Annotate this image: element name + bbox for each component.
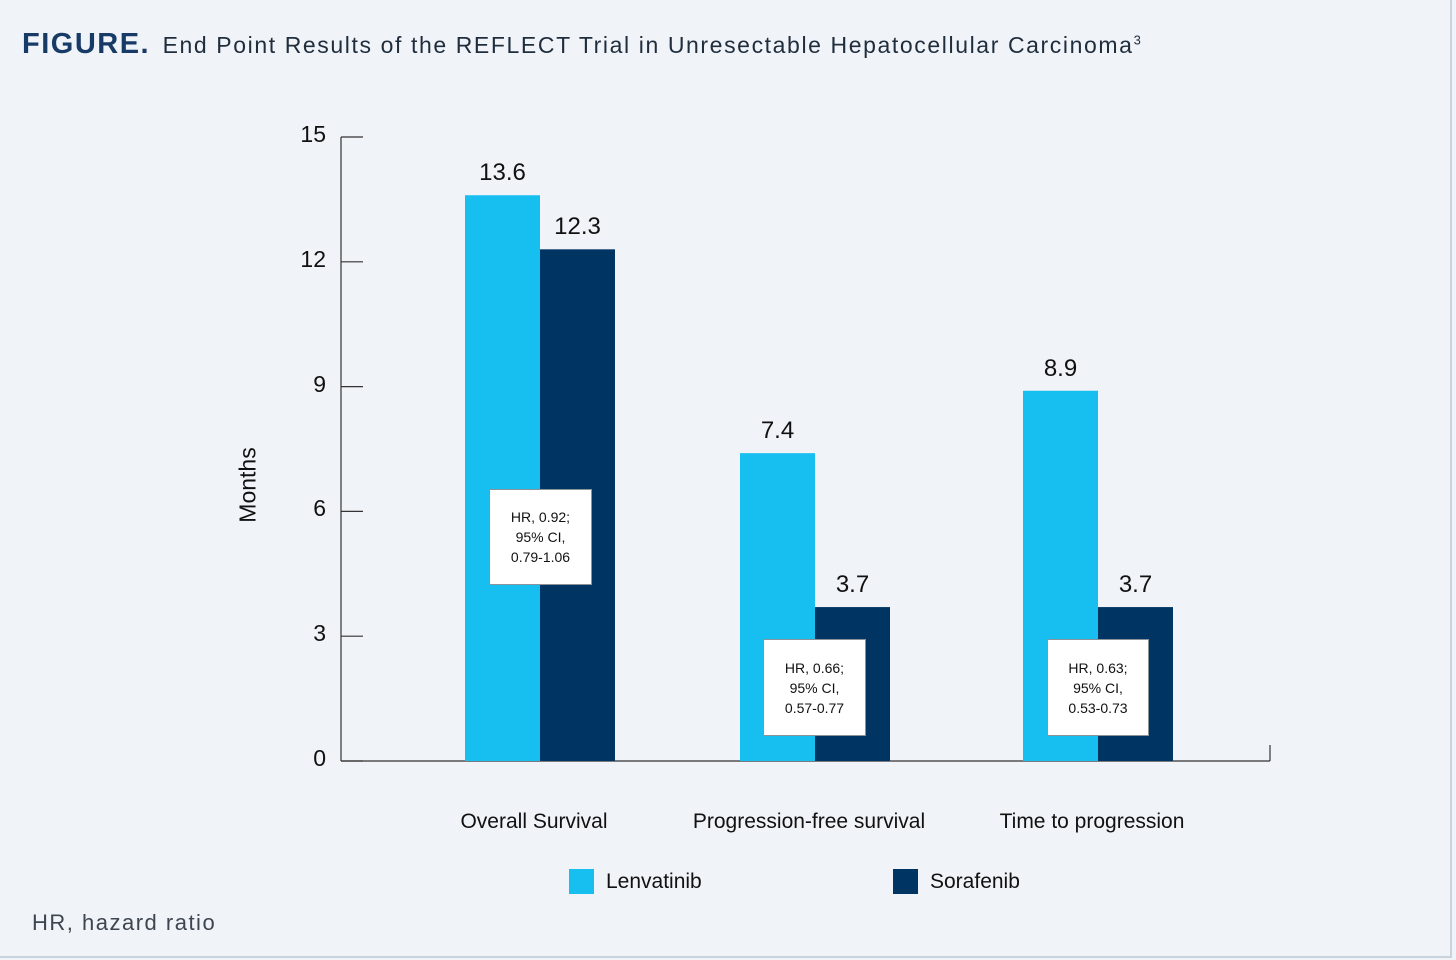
y-tick-label: 12	[300, 245, 326, 272]
bar-value-label: 3.7	[835, 571, 870, 599]
legend-item-lenvatinib: Lenvatinib	[569, 869, 702, 894]
hazard-ratio-line: HR, 0.66;	[784, 659, 845, 676]
title-text: End Point Results of the REFLECT Trial i…	[162, 32, 1134, 58]
hazard-ratio-box: HR, 0.66; 95% CI, 0.57-0.77	[763, 639, 866, 736]
y-tick-label: 3	[313, 620, 326, 647]
hazard-ratio-line: 95% CI,	[515, 529, 566, 545]
figure-label: FIGURE.	[22, 28, 151, 60]
hazard-ratio-line: 95% CI,	[789, 679, 840, 696]
x-category-label: Overall Survival	[460, 810, 608, 833]
legend-label: Lenvatinib	[606, 869, 702, 893]
bar-value-label: 3.7	[1118, 571, 1153, 599]
hazard-ratio-line: 0.57-0.77	[784, 699, 845, 716]
bar-value-label: 7.4	[760, 417, 795, 445]
y-axis-label: Months	[234, 447, 261, 523]
hazard-ratio-box: HR, 0.92; 95% CI, 0.79-1.06	[489, 489, 592, 585]
bar-value-label: 8.9	[1043, 354, 1078, 382]
title-superscript: 3	[1133, 32, 1141, 48]
figure-title-text: End Point Results of the REFLECT Trial i…	[163, 32, 1141, 58]
hazard-ratio-text: HR, 0.92; 95% CI, 0.79-1.06	[490, 507, 591, 567]
y-tick-label: 9	[313, 370, 326, 397]
y-tick-label: 6	[313, 495, 326, 522]
legend-swatch	[893, 869, 918, 894]
legend-item-sorafenib: Sorafenib	[893, 869, 1020, 894]
bar-value-label: 12.3	[554, 213, 601, 241]
y-tick-label: 0	[313, 745, 326, 771]
bar-value-label: 13.6	[479, 159, 526, 187]
hazard-ratio-line: HR, 0.63;	[1068, 659, 1128, 676]
hazard-ratio-line: 0.53-0.73	[1068, 699, 1128, 716]
hazard-ratio-text: HR, 0.63; 95% CI, 0.53-0.73	[1048, 658, 1148, 718]
x-category-label: Progression-free survival	[692, 810, 926, 833]
bar-lenvatinib	[465, 195, 540, 762]
footnote: HR, hazard ratio	[32, 910, 217, 935]
hazard-ratio-box: HR, 0.63; 95% CI, 0.53-0.73	[1047, 639, 1149, 736]
hazard-ratio-line: 0.79-1.06	[510, 549, 571, 565]
legend-label: Sorafenib	[930, 869, 1020, 893]
x-category-label: Time to progression	[999, 810, 1185, 833]
figure-title: FIGURE. End Point Results of the REFLECT…	[22, 28, 1141, 61]
y-tick-label: 15	[300, 121, 326, 147]
hazard-ratio-line: HR, 0.92;	[510, 509, 571, 525]
legend-swatch	[569, 869, 594, 894]
hazard-ratio-line: 95% CI,	[1073, 679, 1123, 696]
hazard-ratio-text: HR, 0.66; 95% CI, 0.57-0.77	[764, 658, 865, 718]
